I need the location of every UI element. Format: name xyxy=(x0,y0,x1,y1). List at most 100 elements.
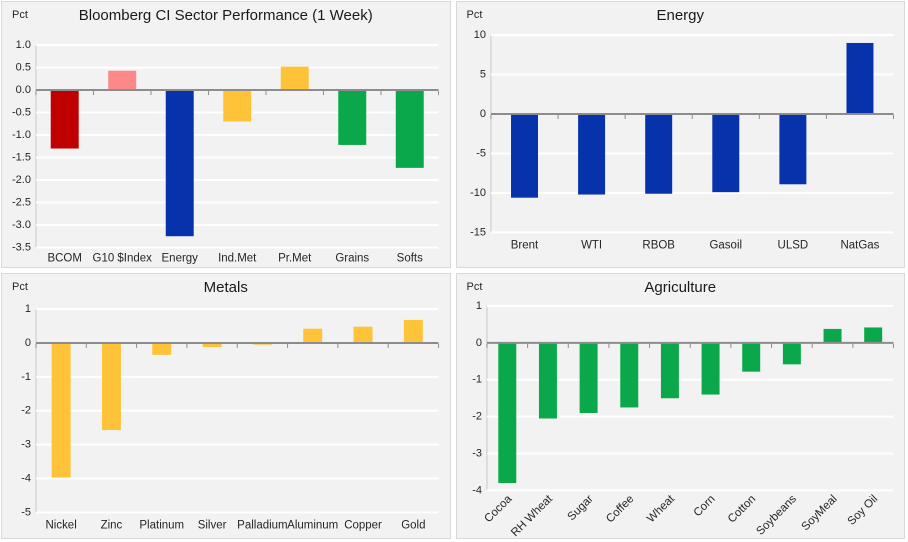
bar-softs xyxy=(395,90,424,168)
bar-wheat xyxy=(660,342,679,398)
chart-title-metals: Metals xyxy=(203,278,248,296)
bar-soybeans xyxy=(782,342,801,364)
bar-aluminum xyxy=(303,328,323,343)
y-tick-label: -0.5 xyxy=(12,106,31,118)
bar-cocoa xyxy=(497,342,516,483)
x-tick-label: Cocoa xyxy=(482,492,514,524)
y-tick-label: 0.5 xyxy=(16,61,31,73)
x-tick-label: Sugar xyxy=(565,492,595,522)
x-tick-label: Zinc xyxy=(101,519,123,531)
bar-platinum xyxy=(152,342,172,355)
bar-ind-met xyxy=(223,90,252,122)
x-tick-label: SoyMeal xyxy=(799,493,839,533)
x-tick-label: Cotton xyxy=(725,493,757,525)
y-tick-label: -2.5 xyxy=(12,196,31,208)
panel-metals: Pct Metals 1 0 -1 -2 -3 -4 -5 Nickel Zinc Platinu… xyxy=(1,272,451,539)
y-tick-label: -4 xyxy=(21,472,31,484)
x-tick-label: Energy xyxy=(162,252,199,264)
x-tick-label: WTI xyxy=(581,239,602,251)
bar-pr-met xyxy=(280,66,309,91)
energy-bar-chart: 10 5 0 -5 -10 -15 Brent WTI RBOB Gasoil ULSD NatGas xyxy=(470,29,894,251)
y-axis-unit-label: Pct xyxy=(12,280,28,293)
panel-energy: Pct Energy 10 5 0 -5 -10 -15 Brent WTI RBOB Gasoi… xyxy=(455,1,905,268)
y-tick-label: -1 xyxy=(472,373,482,385)
y-tick-label: 5 xyxy=(479,68,485,80)
x-tick-label: Gasoil xyxy=(709,239,742,251)
x-tick-label: NatGas xyxy=(840,239,879,251)
x-tick-label: Platinum xyxy=(139,519,184,531)
bar-silver xyxy=(202,342,222,347)
x-tick-label: Coffee xyxy=(604,493,636,525)
y-tick-label: -3.5 xyxy=(12,241,31,253)
y-tick-label: 0 xyxy=(25,336,31,348)
y-tick-label: -3.0 xyxy=(12,219,31,231)
bar-corn xyxy=(701,342,720,395)
y-tick-label: -3 xyxy=(472,447,482,459)
x-tick-label: Gold xyxy=(401,519,425,531)
bar-rh-wheat xyxy=(538,342,557,419)
bar-bcom xyxy=(50,90,79,149)
x-tick-label: RH Wheat xyxy=(509,492,555,538)
metals-bar-chart: 1 0 -1 -2 -3 -4 -5 Nickel Zinc Platinum Silver Pall… xyxy=(21,302,440,531)
y-axis-unit-label: Pct xyxy=(12,9,28,21)
x-tick-label: ULSD xyxy=(777,239,808,251)
y-tick-label: 0.0 xyxy=(16,84,31,96)
x-tick-label: Wheat xyxy=(645,492,678,525)
y-tick-label: 1 xyxy=(475,299,481,311)
x-tick-label: Ind.Met xyxy=(218,252,257,264)
bar-g10-index xyxy=(108,70,137,91)
x-tick-label: BCOM xyxy=(47,252,81,264)
bar-grains xyxy=(338,90,367,145)
y-tick-label: -15 xyxy=(470,226,486,238)
y-tick-label: -2 xyxy=(472,410,482,422)
y-axis-unit-label: Pct xyxy=(466,280,483,293)
x-tick-label: Copper xyxy=(344,519,382,531)
y-tick-label: -2 xyxy=(21,404,31,416)
bar-cotton xyxy=(741,342,760,372)
y-tick-label: -10 xyxy=(470,187,486,199)
bar-soymeal xyxy=(823,328,842,343)
bar-gasoil xyxy=(711,114,739,193)
x-tick-label: Palladium xyxy=(237,519,287,531)
bar-natgas xyxy=(845,42,873,115)
x-tick-label: Nickel xyxy=(45,519,76,531)
y-tick-label: -2.0 xyxy=(12,174,31,186)
x-tick-label: Pr.Met xyxy=(278,252,312,264)
x-tick-label: Aluminum xyxy=(287,519,338,531)
y-tick-label: 1 xyxy=(25,302,31,314)
y-tick-label: -5 xyxy=(476,147,486,159)
y-tick-label: 0 xyxy=(475,336,481,348)
chart-title-agriculture: Agriculture xyxy=(644,278,717,296)
x-tick-label: Soybeans xyxy=(754,492,799,537)
bar-soy-oil xyxy=(863,326,882,343)
x-tick-label: Corn xyxy=(691,493,717,519)
x-tick-label: Grains xyxy=(335,252,369,264)
bar-zinc xyxy=(101,342,121,430)
x-tick-label: G10 $Index xyxy=(93,252,153,264)
y-tick-label: -3 xyxy=(21,438,31,450)
bar-wti xyxy=(577,114,605,195)
bar-brent xyxy=(510,114,538,198)
bar-rbob xyxy=(644,114,672,194)
bar-gold xyxy=(403,319,423,343)
y-tick-label: 10 xyxy=(473,29,485,41)
chart-title-energy: Energy xyxy=(656,7,705,24)
x-tick-label: RBOB xyxy=(642,239,675,251)
panel-sector-performance: Pct Bloomberg CI Sector Performance (1 W… xyxy=(1,1,451,268)
bar-ulsd xyxy=(778,114,806,185)
y-tick-label: 1.0 xyxy=(16,39,31,51)
y-tick-label: -1 xyxy=(21,370,31,382)
y-axis-unit-label: Pct xyxy=(466,9,483,21)
y-tick-label: -5 xyxy=(21,506,31,518)
bar-nickel xyxy=(51,342,71,478)
y-tick-label: -1.5 xyxy=(12,151,31,163)
x-tick-label: Softs xyxy=(397,252,423,264)
bar-energy xyxy=(165,90,194,237)
x-tick-label: Silver xyxy=(198,519,227,531)
x-tick-label: Soy Oil xyxy=(845,493,880,528)
y-tick-label: -1.0 xyxy=(12,129,31,141)
x-tick-label: Brent xyxy=(510,239,538,251)
y-tick-label: 0 xyxy=(479,108,485,120)
